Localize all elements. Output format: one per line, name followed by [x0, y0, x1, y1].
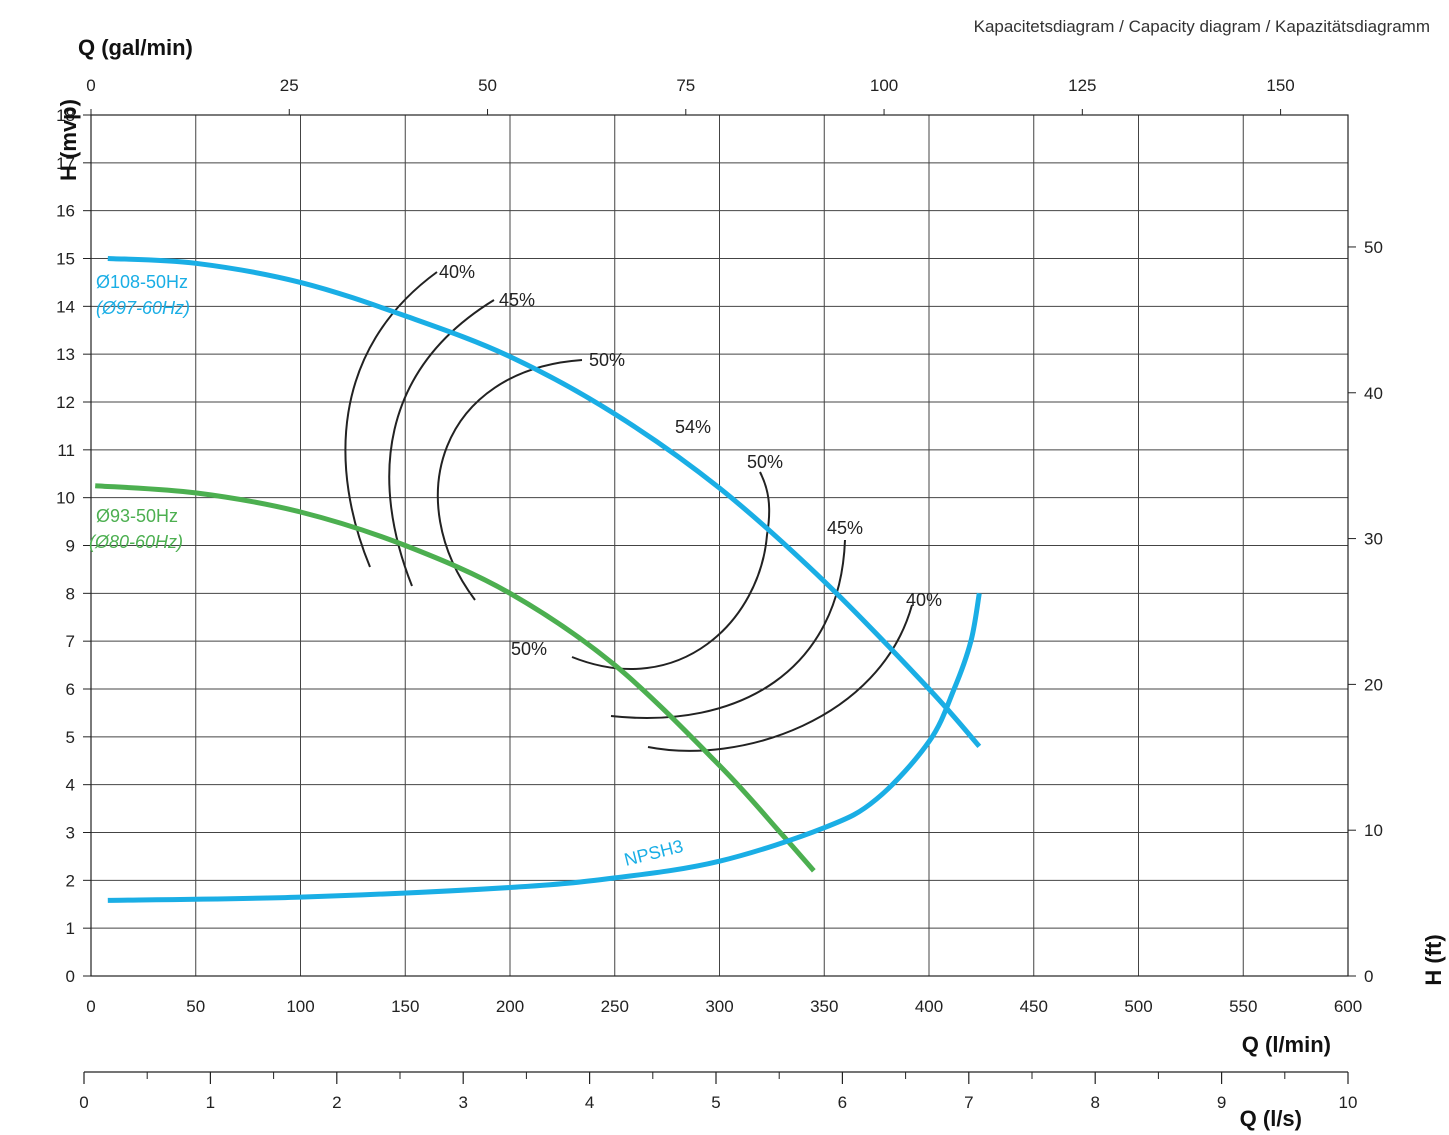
series-label-main: Ø108-50Hz: [96, 272, 188, 292]
y-left-tick-label: 0: [66, 967, 75, 986]
y-left-tick-label: 6: [66, 680, 75, 699]
x-bottom-tick-label: 50: [186, 997, 205, 1016]
x-bottom-tick-label: 500: [1124, 997, 1152, 1016]
x-bottom-tick-label: 300: [705, 997, 733, 1016]
x-top-tick-label: 150: [1266, 76, 1294, 95]
y-right-tick-label: 20: [1364, 675, 1383, 694]
x-extra-tick-label: 3: [458, 1093, 467, 1112]
x-top-tick-label: 25: [280, 76, 299, 95]
efficiency-label: 40%: [906, 590, 942, 610]
x-extra-tick-label: 10: [1339, 1093, 1358, 1112]
efficiency-curves: [344, 271, 913, 752]
y-left-tick-label: 1: [66, 919, 75, 938]
y-left-tick-label: 5: [66, 728, 75, 747]
y-left-tick-label: 8: [66, 584, 75, 603]
y-left-tick-label: 18: [56, 106, 75, 125]
x-extra-tick-label: 5: [711, 1093, 720, 1112]
x-extra-tick-label: 2: [332, 1093, 341, 1112]
x-bottom-tick-label: 0: [86, 997, 95, 1016]
x-bottom-tick-label: 200: [496, 997, 524, 1016]
y-left-tick-label: 9: [66, 537, 75, 556]
x-extra-axis-title: Q (l/s): [1240, 1106, 1302, 1131]
y-left-tick-label: 15: [56, 250, 75, 269]
x-extra-tick-label: 4: [585, 1093, 594, 1112]
chart-title: Kapacitetsdiagram / Capacity diagram / K…: [974, 17, 1430, 36]
efficiency-curve-50-left: [436, 359, 583, 601]
x-bottom-tick-label: 350: [810, 997, 838, 1016]
x-bottom-axis-title: Q (l/min): [1242, 1032, 1331, 1057]
y-right-tick-label: 0: [1364, 967, 1373, 986]
x-bottom-tick-label: 450: [1020, 997, 1048, 1016]
y-right-tick-label: 40: [1364, 384, 1383, 403]
x-extra-tick-label: 7: [964, 1093, 973, 1112]
x-top-tick-label: 100: [870, 76, 898, 95]
x-extra-tick-label: 6: [838, 1093, 847, 1112]
y-left-tick-label: 10: [56, 489, 75, 508]
x-bottom-tick-label: 400: [915, 997, 943, 1016]
x-top-axis-title: Q (gal/min): [78, 35, 193, 60]
x-top-tick-label: 75: [676, 76, 695, 95]
curve-labels: Ø108-50Hz (Ø97-60Hz) Ø93-50Hz (Ø80-60Hz)…: [89, 272, 685, 870]
y-left-tick-label: 17: [56, 154, 75, 173]
series-line-head-0: [107, 256, 982, 749]
efficiency-labels: 40% 45% 50% 54% 50% 45% 40% 50%: [439, 262, 942, 659]
y-right-tick-label: 50: [1364, 238, 1383, 257]
x-bottom-tick-label: 100: [286, 997, 314, 1016]
y-left-tick-label: 2: [66, 871, 75, 890]
series-line-npsh3: [107, 592, 982, 903]
x-bottom-tick-label: 600: [1334, 997, 1362, 1016]
efficiency-curve-50-right: [571, 471, 771, 670]
x-extra-tick-label: 0: [79, 1093, 88, 1112]
y-left-tick-label: 3: [66, 824, 75, 843]
x-extra-tick-label: 1: [206, 1093, 215, 1112]
y-right-tick-label: 30: [1364, 530, 1383, 549]
x-top-tick-label: 50: [478, 76, 497, 95]
x-bottom-tick-label: 150: [391, 997, 419, 1016]
series-lines: [95, 256, 982, 903]
efficiency-curve-40-right: [647, 604, 913, 752]
series-line-head-1: [95, 483, 816, 873]
series-label-main: Ø93-50Hz: [96, 506, 178, 526]
x-extra-tick-label: 9: [1217, 1093, 1226, 1112]
y-left-axis-title: H (mvp): [56, 99, 81, 181]
grid: [90, 114, 1349, 977]
efficiency-curve-40-left: [344, 271, 438, 568]
efficiency-label: 54%: [675, 417, 711, 437]
y-right-axis-title: H (ft): [1421, 934, 1446, 985]
y-left-tick-label: 4: [66, 776, 75, 795]
tick-marks: [83, 109, 1356, 1084]
efficiency-curve-45-right: [610, 539, 846, 719]
series-label-alt: (Ø97-60Hz): [96, 298, 190, 318]
series-label-npsh: NPSH3: [622, 836, 685, 870]
x-bottom-tick-label: 550: [1229, 997, 1257, 1016]
y-left-tick-label: 12: [56, 393, 75, 412]
y-right-tick-label: 10: [1364, 821, 1383, 840]
x-top-tick-label: 0: [86, 76, 95, 95]
efficiency-label: 50%: [589, 350, 625, 370]
series-label-alt: (Ø80-60Hz): [89, 532, 183, 552]
y-left-tick-label: 14: [56, 297, 75, 316]
y-left-tick-label: 13: [56, 345, 75, 364]
y-left-tick-label: 11: [57, 441, 75, 460]
efficiency-label: 50%: [511, 639, 547, 659]
x-bottom-tick-label: 250: [601, 997, 629, 1016]
y-left-tick-label: 16: [56, 202, 75, 221]
y-left-tick-label: 7: [66, 632, 75, 651]
x-top-tick-label: 125: [1068, 76, 1096, 95]
efficiency-label: 45%: [499, 290, 535, 310]
efficiency-label: 45%: [827, 518, 863, 538]
efficiency-label: 50%: [747, 452, 783, 472]
tick-labels: 0 50 100 150 200 250 300 350 400 450 500 550 6000123…: [56, 76, 1383, 1112]
x-extra-tick-label: 8: [1090, 1093, 1099, 1112]
efficiency-label: 40%: [439, 262, 475, 282]
